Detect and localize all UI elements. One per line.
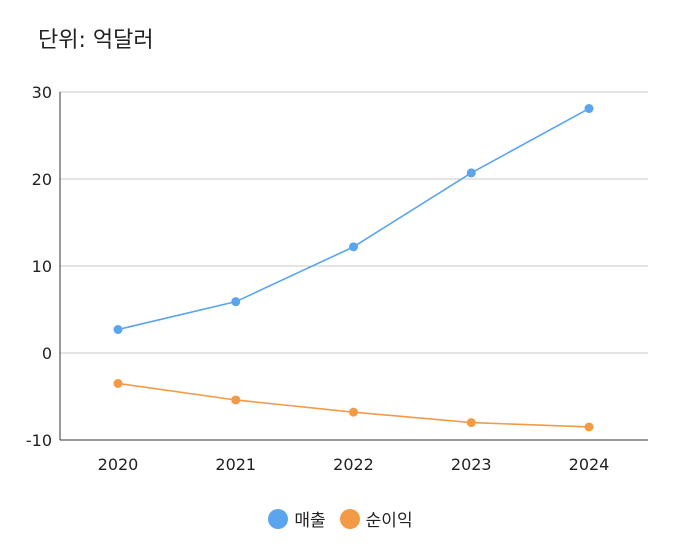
y-axis-ticks: 30 20 10 0 -10 — [26, 83, 52, 450]
legend-label-revenue: 매출 — [294, 511, 326, 531]
x-tick-label: 2022 — [333, 455, 374, 474]
data-point — [113, 378, 123, 388]
data-point — [231, 297, 241, 307]
legend-item-net-income: 순이익 — [339, 506, 413, 531]
data-point — [466, 418, 476, 428]
y-tick-label: 0 — [42, 344, 52, 363]
x-tick-label: 2024 — [569, 455, 610, 474]
series-layer — [113, 104, 594, 432]
series-line — [117, 382, 590, 428]
x-tick-label: 2023 — [451, 455, 492, 474]
y-tick-label: 30 — [32, 83, 52, 102]
legend: 매출 순이익 — [0, 506, 681, 531]
x-axis-ticks: 2020 2021 2022 2023 2024 — [98, 455, 610, 474]
legend-label-net-income: 순이익 — [365, 511, 413, 531]
data-point — [466, 168, 476, 178]
legend-item-revenue: 매출 — [268, 506, 326, 531]
y-tick-label: 10 — [32, 257, 52, 276]
data-point — [349, 407, 358, 417]
grid-lines — [59, 91, 648, 441]
data-point — [584, 104, 594, 114]
x-tick-label: 2020 — [98, 455, 139, 474]
legend-marker-net-income — [339, 508, 360, 529]
legend-marker-revenue — [268, 508, 289, 529]
x-tick-label: 2021 — [215, 455, 256, 474]
data-point — [584, 422, 594, 432]
data-point — [231, 395, 241, 405]
y-tick-label: -10 — [26, 431, 52, 450]
unit-label: 단위: 억달러 — [38, 28, 154, 53]
y-tick-label: 20 — [32, 170, 52, 189]
series-line — [117, 107, 590, 331]
data-point — [113, 325, 123, 335]
data-point — [349, 242, 358, 252]
